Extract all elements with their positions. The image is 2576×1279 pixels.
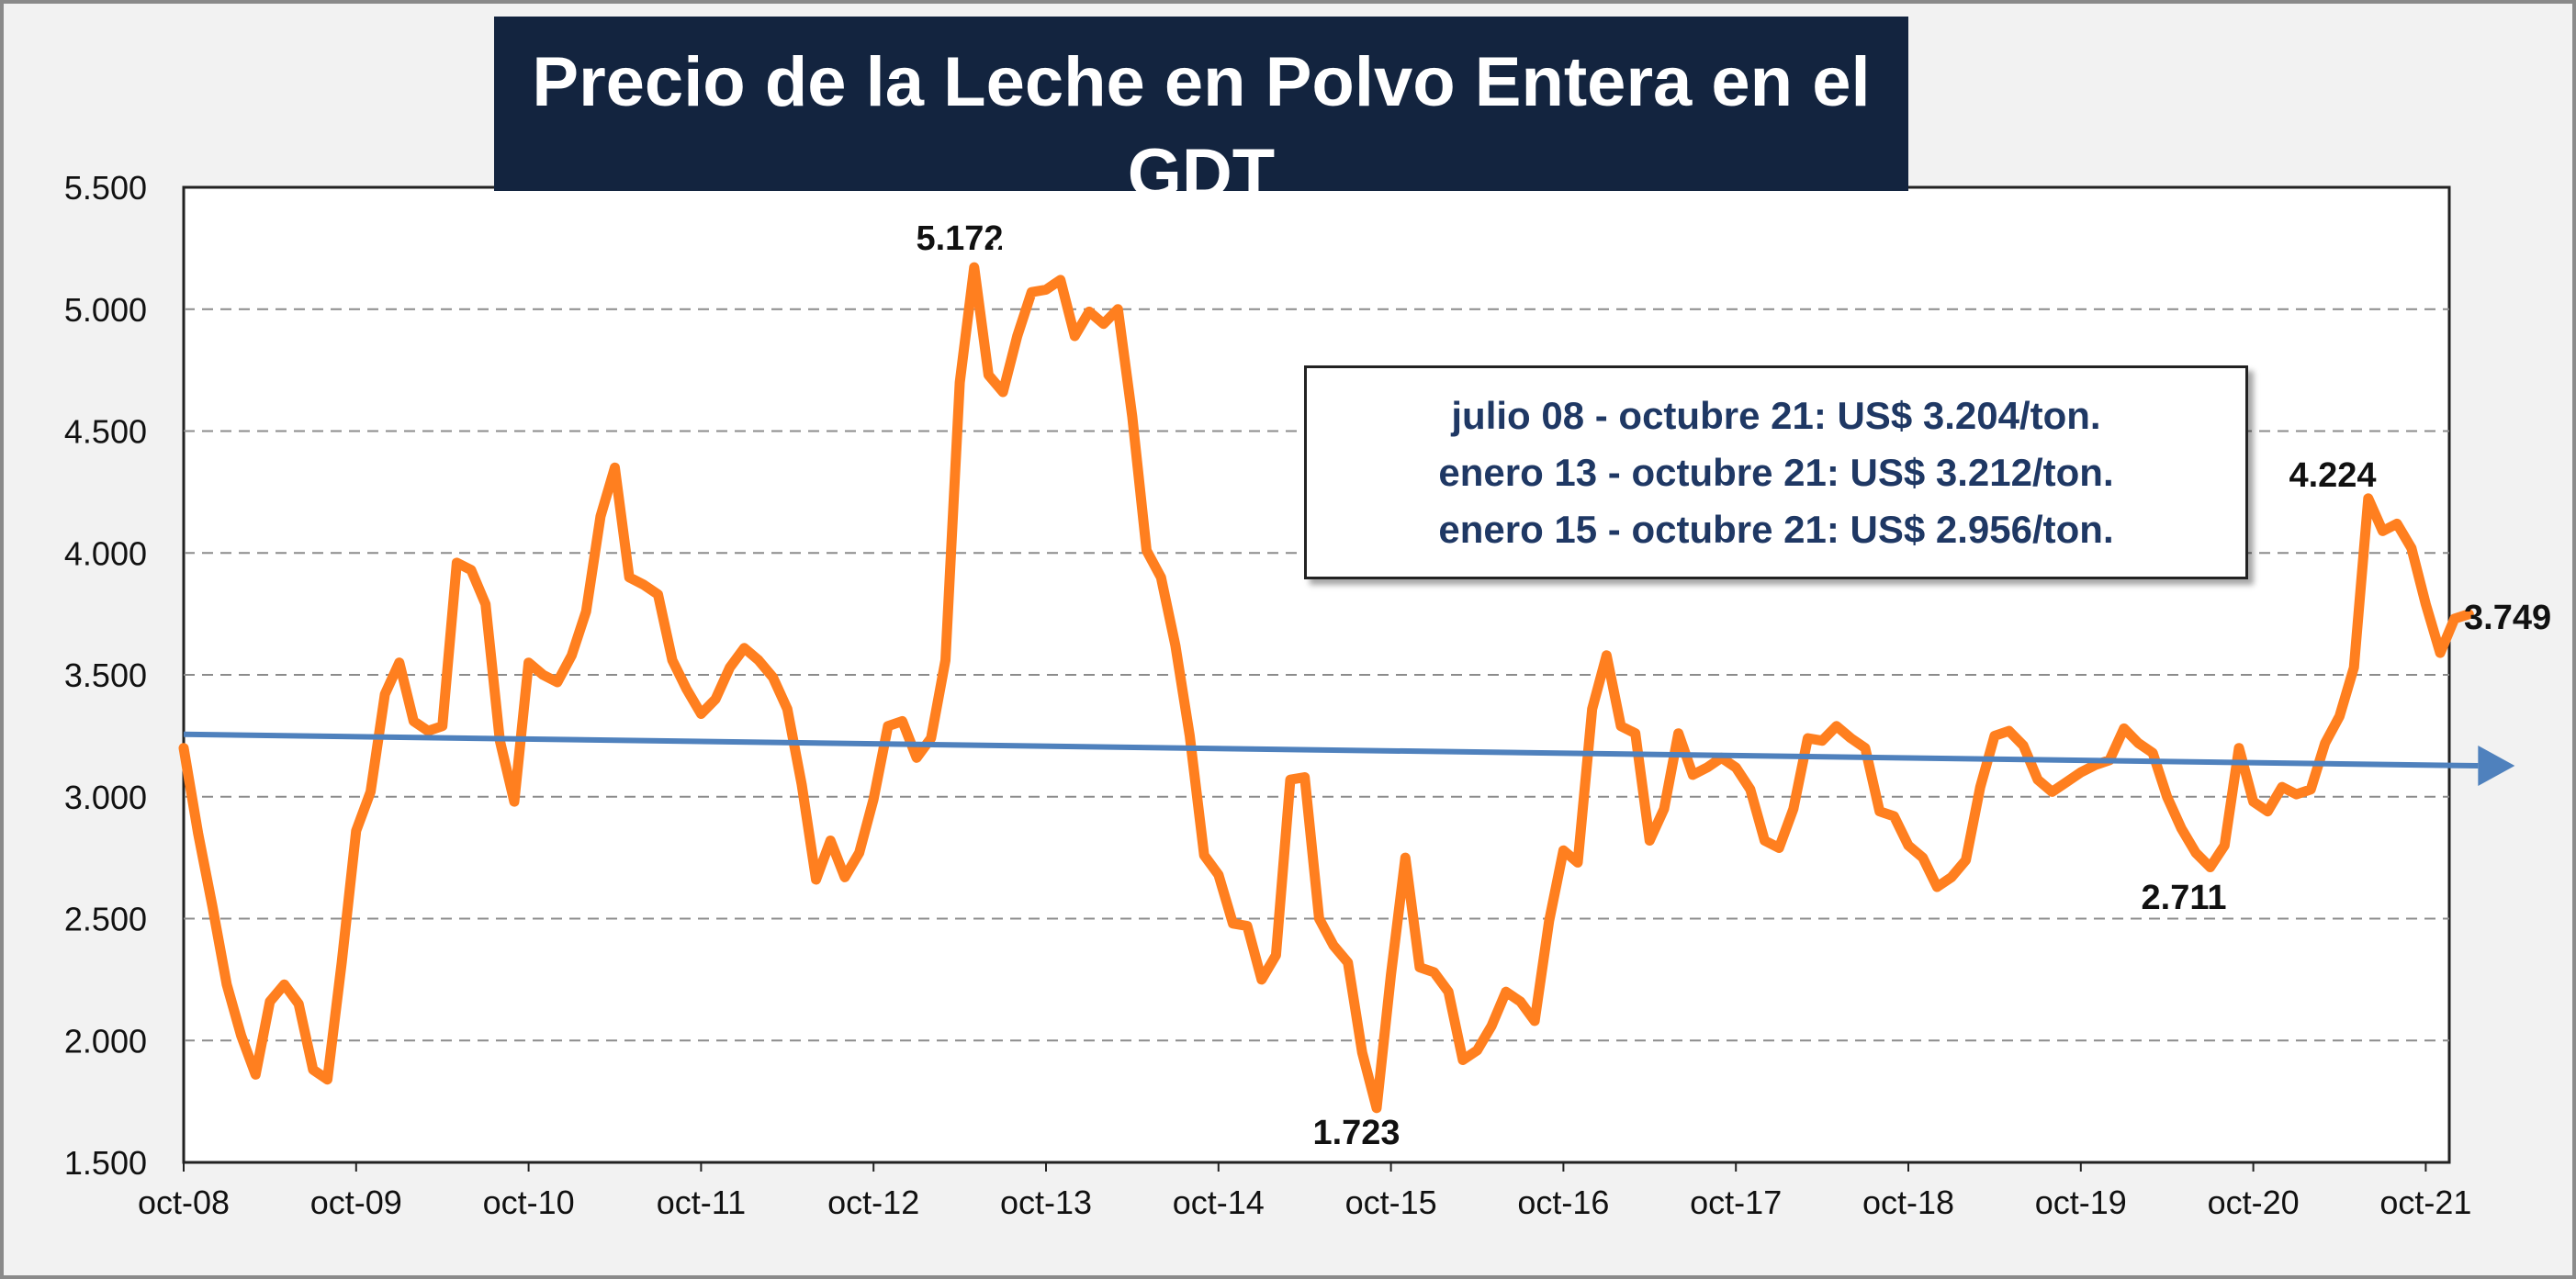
y-tick-label: 4.000: [64, 534, 147, 572]
x-tick-label: oct-21: [2379, 1184, 2471, 1221]
x-tick-label: oct-19: [2035, 1184, 2127, 1221]
trend-line: [183, 731, 2479, 769]
chart-title: Precio de la Leche en Polvo Entera en el…: [532, 43, 1871, 213]
x-tick-label: oct-11: [657, 1184, 746, 1221]
info-line-period-3: enero 15 - octubre 21: US$ 2.956/ton.: [1438, 507, 2114, 551]
averages-info-box: julio 08 - octubre 21: US$ 3.204/ton. en…: [1304, 365, 2248, 579]
chart-subtitle: - promedio mensual -: [958, 220, 1445, 278]
x-tick-label: oct-18: [1862, 1184, 1954, 1221]
title-banner: Precio de la Leche en Polvo Entera en el…: [494, 17, 1908, 278]
y-tick-label: 3.500: [64, 656, 147, 694]
y-tick-label: 5.000: [64, 291, 147, 329]
x-tick-label: oct-13: [1000, 1184, 1092, 1221]
x-tick-label: oct-08: [138, 1184, 230, 1221]
y-axis-ticks: 1.500 2.000 2.500 3.000 3.500 4.000 4.500 5.000…: [64, 169, 147, 1182]
x-tick-label: oct-14: [1173, 1184, 1265, 1221]
info-line-period-2: enero 13 - octubre 21: US$ 3.212/ton.: [1438, 450, 2114, 494]
data-label: 3.749: [2464, 599, 2551, 637]
trend-arrow-head: [2478, 746, 2515, 787]
y-tick-label: 4.500: [64, 413, 147, 451]
y-tick-label: 2.000: [64, 1022, 147, 1060]
data-label: 1.723: [1312, 1114, 1400, 1152]
series-layer: [178, 262, 2515, 1114]
data-label: 5.172: [916, 219, 1003, 258]
x-tick-label: oct-12: [827, 1184, 919, 1221]
x-tick-label: oct-16: [1517, 1184, 1609, 1221]
annotation-layer: 5.172 1.723 4.224 2.711 3.749: [916, 219, 2551, 1152]
data-label: 4.224: [2289, 456, 2376, 495]
info-line-period-1: julio 08 - octubre 21: US$ 3.204/ton.: [1451, 393, 2101, 437]
x-tick-label: oct-17: [1690, 1184, 1782, 1221]
price-series-line: [178, 262, 2474, 1114]
x-axis-ticks: oct-08 oct-09 oct-10 oct-11 oct-12 oct-13 oct-…: [138, 1162, 2471, 1221]
y-tick-label: 1.500: [64, 1144, 147, 1182]
data-label: 2.711: [2142, 879, 2227, 917]
y-tick-label: 3.000: [64, 779, 147, 816]
y-tick-label: 5.500: [64, 169, 147, 207]
x-tick-label: oct-10: [483, 1184, 575, 1221]
y-tick-label: 2.500: [64, 901, 147, 938]
x-tick-label: oct-09: [310, 1184, 402, 1221]
x-tick-label: oct-15: [1345, 1184, 1437, 1221]
x-tick-label: oct-20: [2208, 1184, 2300, 1221]
